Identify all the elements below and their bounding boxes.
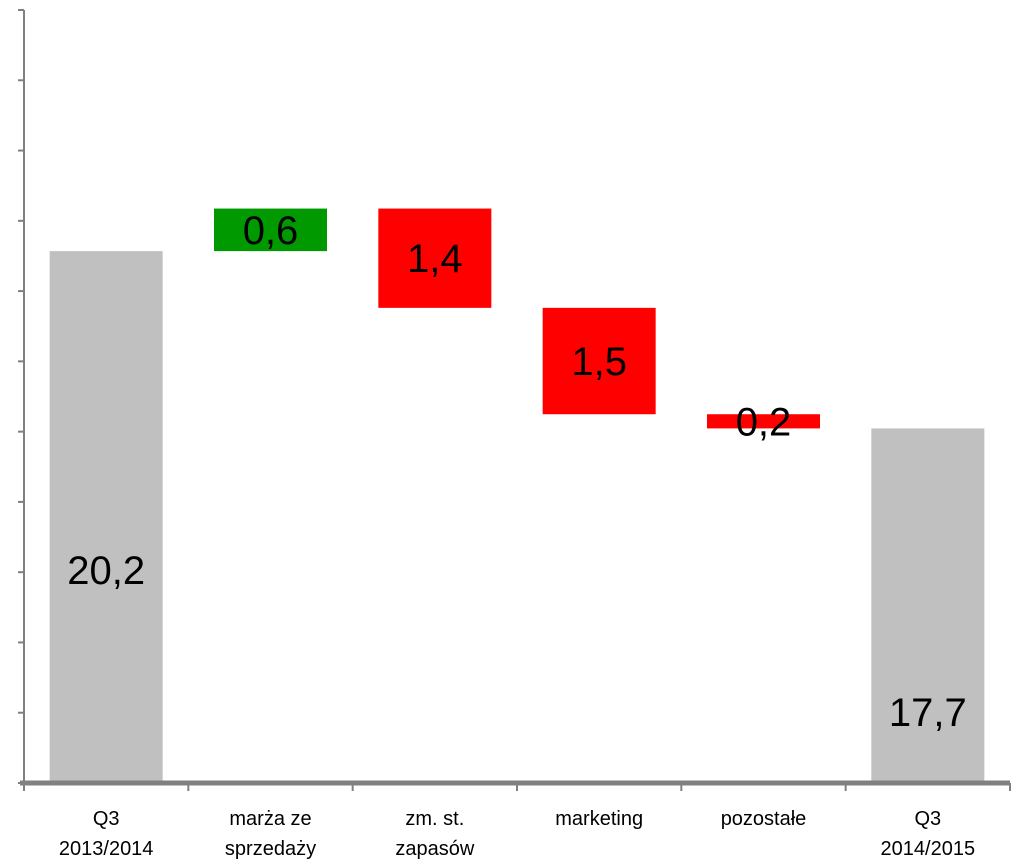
chart-category-labels: Q3 2013/2014 marża ze sprzedaży zm. st. zapas…: [59, 808, 975, 860]
chart-bars: [49, 208, 985, 783]
x-category-label: zm. st.: [405, 808, 464, 830]
bar-value-label: 20,2: [67, 549, 145, 593]
bar-value-label: 1,5: [571, 340, 627, 384]
bar-total: [871, 428, 985, 783]
x-category-label: marketing: [555, 808, 643, 830]
x-category-label: marża ze: [229, 808, 311, 830]
bar-decrease: [707, 414, 820, 429]
bar-increase: [214, 208, 327, 252]
x-category-label: Q3: [93, 808, 120, 830]
x-category-label: pozostałe: [721, 808, 807, 830]
x-category-label: 2013/2014: [59, 838, 154, 860]
bar-value-label: 0,6: [243, 209, 299, 253]
x-category-label: 2014/2015: [881, 838, 976, 860]
x-category-label: zapasów: [395, 838, 474, 860]
bar-decrease: [378, 208, 492, 308]
x-category-label: sprzedaży: [225, 838, 316, 860]
bar-value-label: 17,7: [889, 691, 967, 735]
bar-decrease: [542, 307, 656, 415]
chart-axes: [18, 9, 1011, 791]
bar-value-label: 1,4: [407, 237, 463, 281]
chart-bar-labels: 20,2 0,6 1,4 1,5 0,2 17,7: [67, 209, 967, 735]
x-category-label: Q3: [914, 808, 941, 830]
bar-value-label: 0,2: [736, 400, 792, 444]
bar-total: [49, 251, 163, 783]
